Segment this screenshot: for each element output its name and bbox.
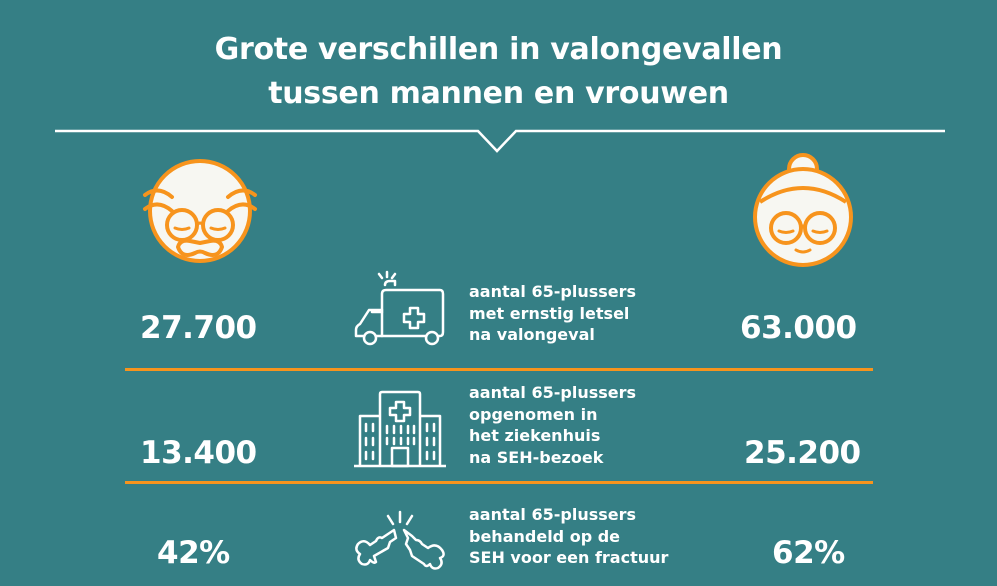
women-value: 62%: [772, 535, 845, 571]
row-description: aantal 65-plussers met ernstig letsel na…: [469, 282, 637, 344]
title-divider: [55, 129, 945, 153]
old-woman-face-icon: [753, 153, 853, 267]
ambulance-icon: [354, 270, 445, 346]
broken-bone-icon: [355, 510, 445, 570]
women-value: 63.000: [740, 310, 857, 346]
men-value: 27.700: [140, 310, 257, 346]
old-man-face-icon: [143, 159, 257, 263]
row-description: aantal 65-plussers opgenomen in het ziek…: [469, 383, 637, 467]
men-value: 13.400: [140, 435, 257, 471]
row-divider: [125, 481, 873, 484]
women-value: 25.200: [744, 435, 861, 471]
men-value: 42%: [157, 535, 230, 571]
hospital-icon: [354, 390, 446, 468]
page-title: Grote verschillen in valongevallen tusse…: [214, 32, 783, 111]
row-divider: [125, 368, 873, 371]
row-description: aantal 65-plussers behandeld op de SEH v…: [469, 505, 669, 567]
